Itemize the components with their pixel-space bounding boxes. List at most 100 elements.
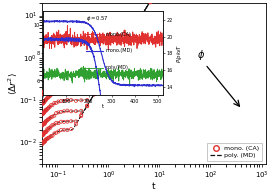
Point (79, 109, 83, 112)
Point (41, 111, 46, 114)
Point (45, 119, 49, 122)
Point (74, 88, 78, 91)
Point (56, 111, 61, 114)
Point (52, 123, 56, 126)
Point (133, 24, 137, 27)
Point (85, 104, 89, 107)
Point (85, 99, 89, 102)
Point (47, 127, 51, 130)
Point (59, 110, 63, 113)
Point (50, 124, 55, 127)
Point (42, 111, 46, 114)
Point (92, 93, 96, 96)
Point (41, 92, 45, 95)
Point (133, 25, 137, 28)
Point (43, 100, 47, 103)
Point (65, 77, 70, 80)
Point (48, 126, 52, 129)
Point (74, 123, 78, 126)
Point (44, 108, 48, 111)
Point (100, 79, 105, 82)
Point (46, 96, 50, 99)
Point (62, 120, 66, 123)
Y-axis label: $P/\rho k_BT$: $P/\rho k_BT$ (175, 44, 184, 63)
Point (40, 113, 44, 116)
Point (44, 109, 49, 112)
Point (41, 122, 46, 125)
Point (56, 81, 61, 84)
Point (46, 118, 50, 121)
Point (43, 120, 47, 123)
Point (92, 92, 96, 95)
Point (148, 0, 152, 3)
Point (56, 130, 61, 133)
Point (85, 87, 89, 90)
Point (41, 123, 45, 126)
Text: $\phi$: $\phi$ (197, 48, 205, 62)
Point (41, 134, 45, 137)
Point (48, 95, 52, 98)
Point (56, 100, 61, 103)
Point (62, 128, 66, 131)
Point (42, 132, 46, 135)
Point (79, 115, 83, 118)
Point (79, 99, 83, 102)
Point (46, 87, 50, 90)
Point (41, 141, 46, 144)
Point (44, 130, 48, 133)
Point (41, 92, 45, 95)
Point (52, 82, 56, 85)
Point (92, 78, 96, 81)
Point (148, 0, 152, 3)
Point (41, 123, 45, 126)
Point (69, 79, 73, 82)
Point (74, 99, 78, 102)
Point (100, 79, 105, 82)
Point (65, 88, 70, 91)
Point (69, 120, 73, 123)
Point (69, 88, 73, 91)
Point (69, 128, 73, 131)
Point (50, 115, 55, 118)
Point (44, 139, 48, 142)
Point (65, 120, 70, 123)
Point (110, 64, 114, 67)
Point (121, 45, 125, 48)
Legend: mono. (CA), poly. (MD): mono. (CA), poly. (MD) (207, 143, 262, 161)
Point (49, 135, 53, 138)
Point (42, 140, 46, 143)
Point (65, 129, 70, 132)
Point (79, 78, 83, 81)
Point (44, 88, 49, 91)
Point (100, 77, 105, 80)
Point (56, 122, 61, 125)
Point (85, 78, 89, 81)
Point (50, 84, 55, 87)
Point (48, 136, 52, 139)
Point (48, 105, 52, 108)
Point (43, 98, 47, 101)
Point (40, 134, 44, 137)
Point (92, 88, 96, 91)
Text: $\phi=0.57$: $\phi=0.57$ (86, 14, 109, 23)
Point (54, 81, 58, 84)
Point (52, 114, 56, 117)
Point (100, 79, 105, 82)
Point (40, 102, 44, 105)
Point (85, 105, 89, 108)
Point (79, 88, 83, 91)
Point (54, 101, 58, 104)
Point (133, 25, 137, 28)
Point (65, 98, 70, 101)
Point (43, 90, 47, 93)
Point (45, 128, 49, 131)
Point (69, 110, 73, 113)
Point (41, 141, 45, 144)
Text: mono.(MD): mono.(MD) (105, 48, 133, 53)
Point (43, 90, 47, 93)
Text: mono.(CA): mono.(CA) (105, 32, 131, 36)
Point (74, 110, 78, 113)
Point (40, 142, 44, 145)
Point (43, 110, 47, 113)
Point (46, 136, 50, 139)
